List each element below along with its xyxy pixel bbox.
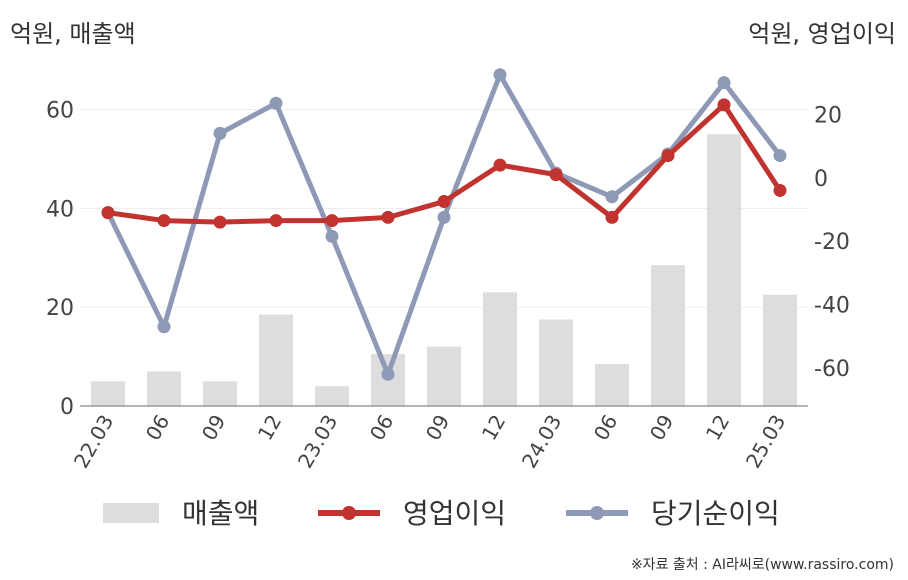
x-tick-label: 24.03 bbox=[517, 411, 566, 473]
bar bbox=[259, 314, 293, 406]
bar bbox=[483, 292, 517, 406]
series-point bbox=[269, 96, 283, 110]
left-y-tick-label: 0 bbox=[60, 395, 74, 420]
x-tick-label: 22.03 bbox=[69, 411, 118, 473]
bar-series-revenue bbox=[91, 134, 797, 406]
series-point bbox=[213, 215, 227, 229]
bar bbox=[651, 265, 685, 406]
series-point bbox=[101, 206, 115, 220]
series-point bbox=[157, 320, 171, 334]
x-tick-label: 23.03 bbox=[293, 411, 342, 473]
series-point bbox=[773, 149, 787, 163]
right-y-tick-label: -40 bbox=[814, 294, 850, 319]
bar bbox=[707, 134, 741, 406]
series-point bbox=[381, 367, 395, 381]
right-y-tick-label: 0 bbox=[814, 167, 828, 192]
right-y-ticks: -60 -40 -20 0 20 bbox=[814, 103, 850, 382]
left-axis-unit: 억원, 매출액 bbox=[10, 20, 136, 48]
series-point bbox=[717, 98, 731, 112]
legend-marker-operating-profit bbox=[342, 506, 356, 520]
bar bbox=[203, 381, 237, 406]
series-point bbox=[605, 190, 619, 204]
left-y-tick-label: 40 bbox=[46, 197, 74, 222]
legend: 매출액 영업이익 당기순이익 bbox=[103, 497, 780, 530]
series-point bbox=[549, 168, 563, 182]
bar bbox=[315, 386, 349, 406]
x-tick-label: 09 bbox=[645, 411, 679, 445]
x-tick-label: 09 bbox=[197, 411, 231, 445]
series-point bbox=[437, 210, 451, 224]
series-point bbox=[381, 210, 395, 224]
bar bbox=[91, 381, 125, 406]
bar bbox=[763, 294, 797, 406]
x-ticks: 22.03 06 09 12 23.03 06 09 12 24.03 06 09 12 25.03 bbox=[69, 411, 790, 473]
bar bbox=[595, 364, 629, 406]
series-point bbox=[605, 210, 619, 224]
x-tick-label: 06 bbox=[589, 411, 623, 445]
series-point bbox=[661, 149, 675, 163]
series-point bbox=[325, 214, 339, 228]
right-y-tick-label: 20 bbox=[814, 103, 842, 128]
legend-label-operating-profit: 영업이익 bbox=[403, 497, 506, 530]
x-tick-label: 12 bbox=[477, 411, 511, 445]
right-y-tick-label: -20 bbox=[814, 230, 850, 255]
right-axis-unit: 억원, 영업이익 bbox=[748, 20, 896, 48]
x-tick-label: 12 bbox=[701, 411, 735, 445]
x-tick-label: 12 bbox=[253, 411, 287, 445]
grid-lines bbox=[80, 109, 808, 308]
series-point bbox=[717, 76, 731, 90]
series-point bbox=[269, 214, 283, 228]
source-note: ※자료 출처 : AI라씨로(www.rassiro.com) bbox=[630, 557, 894, 573]
bar bbox=[147, 371, 181, 406]
series-point bbox=[157, 214, 171, 228]
x-tick-label: 25.03 bbox=[741, 411, 790, 473]
legend-label-revenue: 매출액 bbox=[182, 497, 259, 530]
left-y-tick-label: 20 bbox=[46, 296, 74, 321]
series-point bbox=[437, 195, 451, 209]
series-point bbox=[493, 68, 507, 82]
legend-swatch-revenue bbox=[103, 503, 159, 523]
x-tick-label: 06 bbox=[141, 411, 175, 445]
line-series bbox=[101, 68, 787, 381]
series-point bbox=[493, 158, 507, 172]
x-tick-label: 06 bbox=[365, 411, 399, 445]
right-y-tick-label: -60 bbox=[814, 357, 850, 382]
x-tick-label: 09 bbox=[421, 411, 455, 445]
bar bbox=[427, 346, 461, 406]
legend-label-net-income: 당기순이익 bbox=[651, 497, 780, 530]
bar bbox=[539, 319, 573, 406]
series-point bbox=[773, 183, 787, 197]
left-y-ticks: 0 20 40 60 bbox=[46, 99, 74, 420]
left-y-tick-label: 60 bbox=[46, 99, 74, 124]
series-point bbox=[325, 229, 339, 243]
legend-marker-net-income bbox=[590, 506, 604, 520]
series-point bbox=[213, 126, 227, 140]
